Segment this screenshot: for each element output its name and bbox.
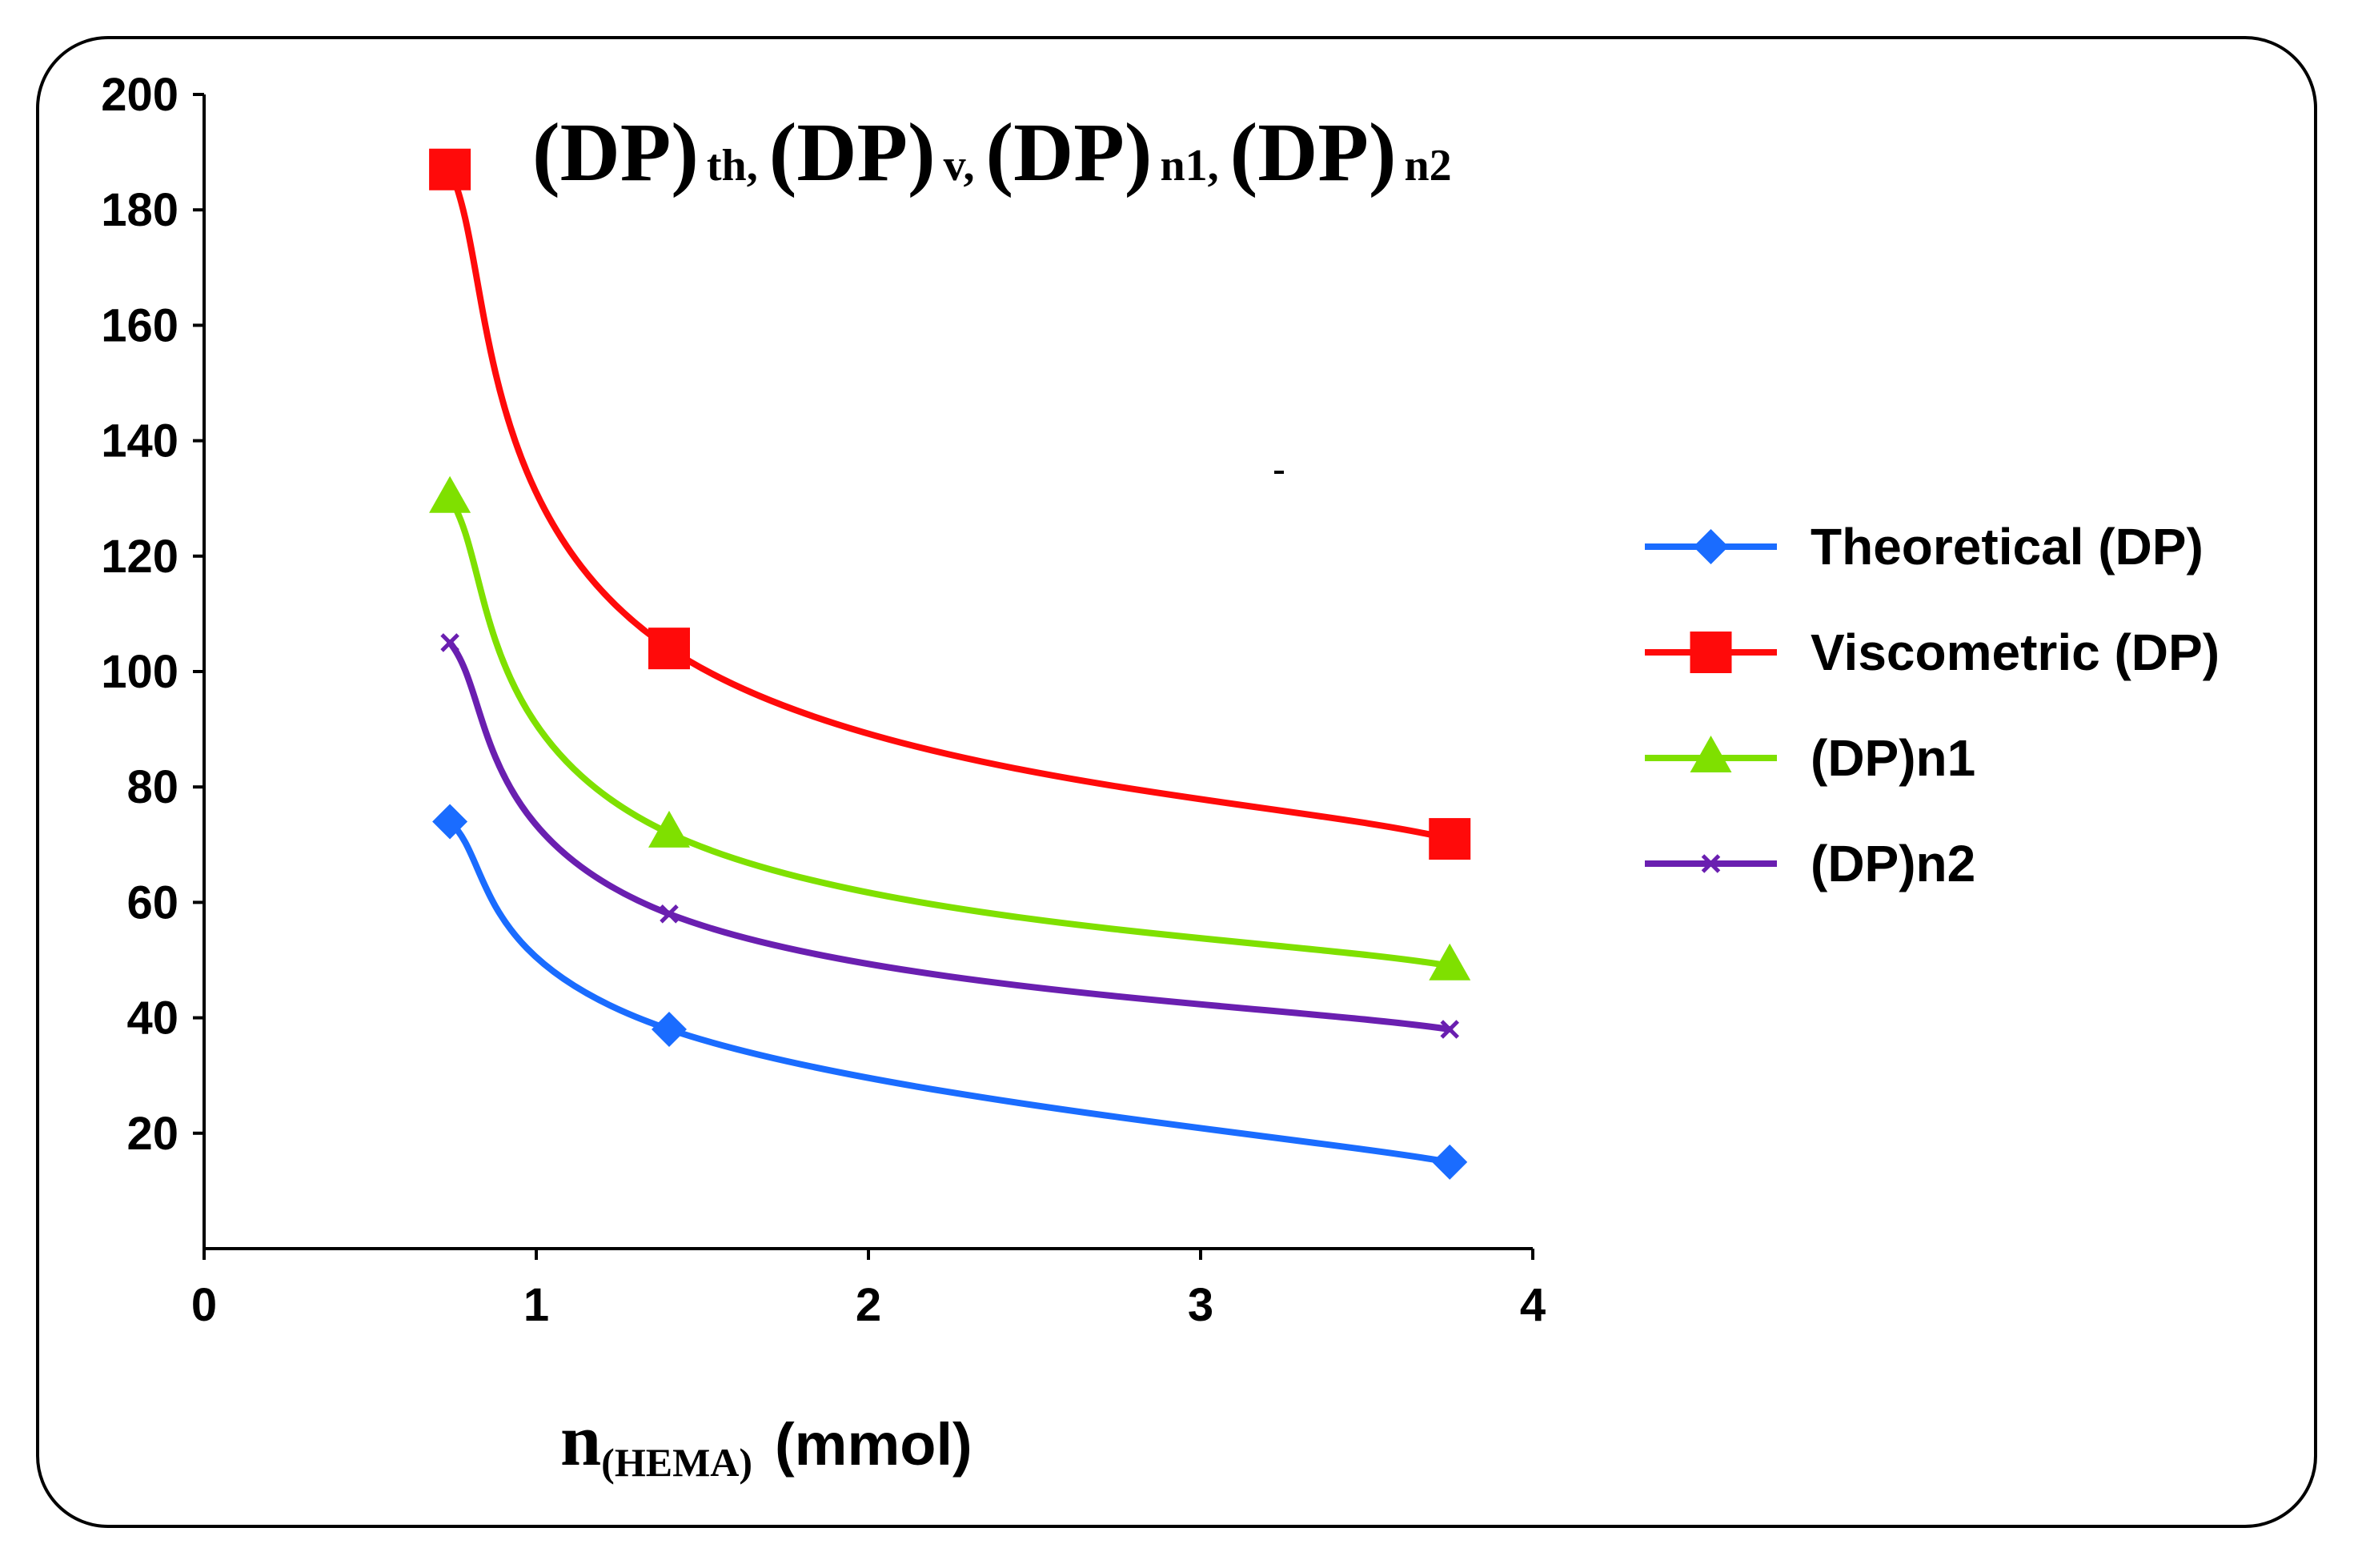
- legend-marker: [1690, 736, 1732, 772]
- x-axis-label-unit: (mmol): [775, 1411, 972, 1478]
- chart-frame: [36, 36, 2317, 1528]
- x-tick-label: 4: [1520, 1279, 1546, 1331]
- legend-label: (DP)n1: [1811, 729, 1975, 787]
- y-tick-label: 160: [101, 299, 178, 351]
- stray-dot: [1274, 471, 1284, 474]
- legend-item-1: Theoretical (DP): [1645, 518, 2204, 575]
- marker-stroke: [1701, 854, 1721, 873]
- legend-item-3: (DP)n1: [1645, 729, 1975, 787]
- title-part-4-sub: n2: [1405, 141, 1452, 190]
- legend-marker: [1701, 854, 1721, 873]
- legend-label: (DP)n2: [1811, 835, 1975, 892]
- data-point: [1432, 1144, 1468, 1180]
- title-part-2-main: (DP): [769, 106, 936, 199]
- y-tick-label: 40: [126, 993, 178, 1045]
- title-part-4-main: (DP): [1230, 106, 1397, 199]
- series-3: [429, 475, 1471, 981]
- data-point: [1429, 818, 1471, 860]
- data-point: [1429, 943, 1471, 981]
- data-point: [1440, 1020, 1460, 1039]
- title-part-1-sub: th,: [707, 141, 758, 190]
- legend-marker: [1690, 632, 1732, 673]
- data-point: [429, 148, 471, 190]
- series-line: [447, 639, 1454, 1033]
- x-tick-label: 2: [856, 1279, 881, 1331]
- legend: Theoretical (DP) Viscometric (DP) (DP)n1 (D…: [1645, 518, 2220, 892]
- data-point: [660, 904, 679, 924]
- series-line: [447, 166, 1454, 843]
- x-tick-label: 3: [1188, 1279, 1213, 1331]
- data-point: [648, 810, 690, 848]
- chart-title: (DP) th, (DP) v, (DP) n1, (DP) n2: [532, 106, 1452, 199]
- marker-stroke: [1440, 1020, 1460, 1039]
- data-point: [440, 633, 459, 652]
- axes: 20 40 60 80 100 120 140 160 180 200 0 1 2 3 4: [101, 69, 1546, 1331]
- data-point: [429, 475, 471, 513]
- y-tick-label: 100: [101, 646, 178, 698]
- series-1: [432, 804, 1468, 1180]
- title-part-3-sub: n1,: [1160, 141, 1218, 190]
- series-layer: [429, 148, 1471, 1180]
- y-tick-label: 140: [101, 415, 178, 467]
- legend-label: Theoretical (DP): [1811, 518, 2204, 575]
- title-part-2-sub: v,: [944, 141, 975, 190]
- data-point: [432, 804, 468, 840]
- y-tick-label: 60: [126, 876, 178, 928]
- series-2: [429, 148, 1471, 860]
- x-tick-label: 0: [191, 1279, 217, 1331]
- x-axis-label-sub: (HEMA): [601, 1440, 752, 1485]
- series-line: [447, 495, 1454, 969]
- x-axis-label: n(HEMA) (mmol): [560, 1399, 972, 1485]
- title-part-3-main: (DP): [986, 106, 1153, 199]
- title-part-1-main: (DP): [532, 106, 699, 199]
- legend-item-2: Viscometric (DP): [1645, 624, 2220, 681]
- y-tick-label: 20: [126, 1108, 178, 1160]
- legend-marker: [1693, 529, 1729, 564]
- y-tick-label: 120: [101, 531, 178, 583]
- data-point: [652, 1012, 687, 1048]
- data-point: [648, 628, 690, 670]
- series-4: [440, 633, 1460, 1039]
- x-tick-label: 1: [523, 1279, 549, 1331]
- y-tick-label: 200: [101, 69, 178, 121]
- marker-stroke: [660, 904, 679, 924]
- y-tick-label: 80: [126, 761, 178, 813]
- x-axis-label-main: n: [560, 1399, 601, 1481]
- legend-item-4: (DP)n2: [1645, 835, 1975, 892]
- series-line: [447, 818, 1454, 1165]
- marker-stroke: [440, 633, 459, 652]
- y-tick-label: 180: [101, 184, 178, 236]
- legend-label: Viscometric (DP): [1811, 624, 2220, 681]
